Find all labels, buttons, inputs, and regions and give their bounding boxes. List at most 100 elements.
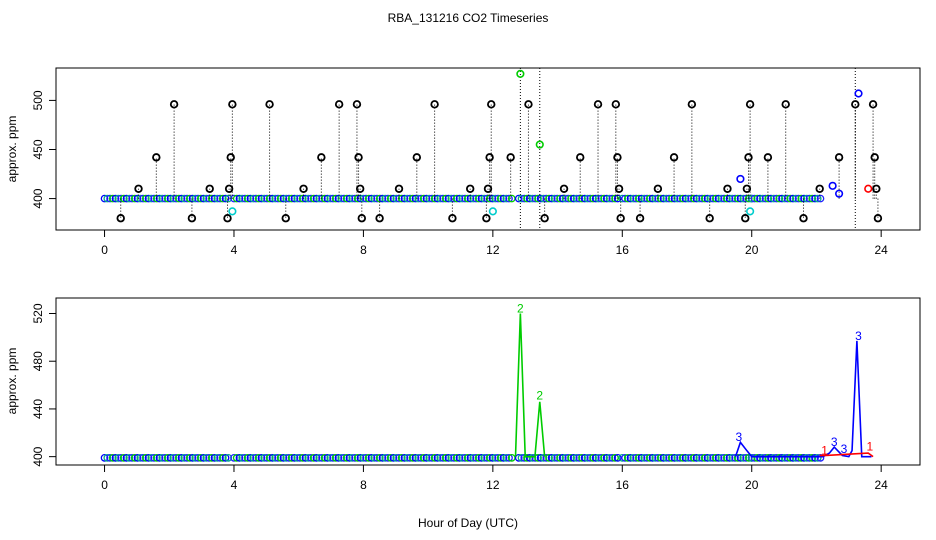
- bottom-baseline-point: [130, 453, 139, 462]
- bottom-baseline-point: [185, 453, 194, 462]
- top-baseline-point: [428, 194, 436, 203]
- bottom-baseline-point: [252, 453, 260, 462]
- top-plot-frame: [55, 67, 921, 231]
- top-baseline-point: [780, 194, 789, 203]
- bottom-baseline-point: [461, 453, 469, 462]
- bottom-baseline-point: [494, 453, 502, 462]
- top-baseline-point: [648, 194, 657, 203]
- top-colored-point: [864, 184, 873, 193]
- top-baseline-point: [539, 194, 548, 203]
- top-baseline-point: [621, 194, 629, 203]
- bottom-baseline-point: [392, 453, 401, 462]
- top-baseline-point: [517, 194, 526, 203]
- top-baseline-point: [805, 194, 814, 203]
- top-spike-point: [430, 100, 439, 109]
- bottom-y-axis-label: approx. ppm: [5, 348, 19, 415]
- bottom-baseline-point: [199, 453, 208, 462]
- bottom-series-label: 3: [735, 430, 742, 444]
- top-baseline-point: [364, 194, 373, 203]
- bottom-baseline-point: [213, 453, 222, 462]
- top-baseline-point: [700, 194, 709, 203]
- top-baseline-point: [750, 194, 759, 203]
- bottom-baseline-point: [172, 453, 180, 462]
- top-colored-point: [828, 181, 837, 190]
- top-baseline-point: [400, 194, 409, 203]
- top-baseline-point: [775, 194, 784, 203]
- top-spike-point: [506, 153, 515, 162]
- top-baseline-point: [439, 194, 447, 203]
- bottom-series-label: 3: [841, 442, 848, 456]
- top-baseline-point: [575, 194, 584, 203]
- bottom-baseline-point: [422, 453, 431, 462]
- bottom-baseline-point: [722, 453, 731, 462]
- top-spike-point: [741, 214, 750, 223]
- top-y-ticks: 400 450 500: [31, 90, 56, 209]
- top-baseline-point: [216, 194, 224, 203]
- bottom-baseline-point: [296, 453, 304, 462]
- bottom-baseline-point: [428, 453, 436, 462]
- bottom-baseline-point: [813, 453, 822, 462]
- bottom-baseline-point: [621, 453, 629, 462]
- bottom-baseline-point: [761, 453, 770, 462]
- top-baseline-point: [728, 194, 737, 203]
- top-spike-point: [334, 100, 344, 109]
- top-baseline-point: [139, 194, 147, 203]
- bottom-baseline-point: [117, 453, 125, 462]
- top-spike-point: [116, 214, 125, 223]
- bottom-baseline-point: [381, 453, 390, 462]
- top-colored-point: [228, 207, 237, 216]
- top-baseline-point: [689, 194, 698, 203]
- bottom-baseline-point: [659, 453, 668, 462]
- top-baseline-point: [422, 194, 431, 203]
- top-baseline-point: [384, 194, 392, 203]
- top-baseline-point: [623, 194, 632, 203]
- top-baseline-point: [144, 194, 153, 203]
- top-baseline-point: [659, 194, 668, 203]
- top-spike-markers: [116, 68, 883, 230]
- top-baseline-point: [534, 194, 542, 203]
- bottom-baseline-point: [161, 453, 169, 462]
- bottom-baseline-point: [786, 453, 795, 462]
- top-baseline-markers: [100, 194, 825, 203]
- bottom-baseline-point: [207, 453, 216, 462]
- bottom-baseline-point: [389, 453, 398, 462]
- bottom-baseline-point: [452, 453, 461, 462]
- top-spike-point: [448, 214, 457, 223]
- top-baseline-point: [769, 194, 778, 203]
- bottom-baseline-point: [373, 453, 381, 462]
- bottom-baseline-point: [345, 453, 354, 462]
- top-spike-point: [705, 214, 714, 223]
- bottom-baseline-point: [805, 453, 814, 462]
- top-baseline-point: [461, 194, 469, 203]
- top-baseline-point: [318, 194, 326, 203]
- top-baseline-point: [353, 194, 362, 203]
- bottom-series-lines: [514, 313, 874, 458]
- top-baseline-point: [753, 194, 762, 203]
- bottom-baseline-point: [618, 453, 627, 462]
- top-baseline-point: [194, 194, 202, 203]
- top-baseline-point: [722, 194, 731, 203]
- bottom-x-tick-label: 12: [486, 478, 500, 492]
- top-spike-point: [487, 100, 496, 109]
- bottom-baseline-point: [183, 453, 191, 462]
- top-baseline-point: [637, 194, 646, 203]
- bottom-baseline-point: [698, 453, 706, 462]
- top-spike-point: [412, 153, 422, 162]
- top-baseline-point: [589, 194, 597, 203]
- bottom-baseline-point: [550, 453, 559, 462]
- top-colored-point: [535, 140, 544, 149]
- top-baseline-point: [257, 194, 266, 203]
- top-baseline-point: [789, 194, 797, 203]
- bottom-baseline-point: [703, 453, 712, 462]
- bottom-baseline-point: [128, 453, 136, 462]
- top-spike-point: [466, 184, 475, 193]
- top-spike-point: [868, 100, 878, 109]
- top-spike-point: [616, 214, 625, 223]
- bottom-baseline-point: [174, 453, 183, 462]
- top-spike-point: [873, 214, 883, 223]
- top-x-tick-label: 24: [874, 243, 888, 257]
- bottom-baseline-point: [605, 453, 614, 462]
- bottom-baseline-point: [564, 453, 573, 462]
- bottom-baseline-point: [520, 453, 529, 462]
- bottom-baseline-point: [257, 453, 266, 462]
